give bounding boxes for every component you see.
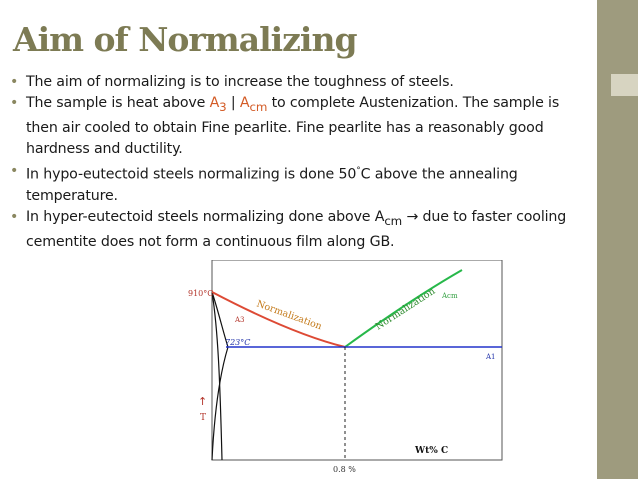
bullet-3: In hypo-eutectoid steels normalizing is … bbox=[10, 161, 595, 207]
temperature-arrow-icon: ↑ bbox=[198, 395, 207, 408]
bullet-1: The aim of normalizing is to increase th… bbox=[10, 72, 595, 93]
acm-subscript: cm bbox=[384, 213, 403, 228]
label-acm: Acm bbox=[441, 292, 458, 300]
label-a3: A3 bbox=[234, 316, 245, 324]
bullet-2-post: to complete Austenization. The sample is… bbox=[26, 95, 560, 158]
diagram-frame bbox=[211, 260, 503, 461]
slide-title: Aim of Normalizing bbox=[13, 20, 358, 59]
ferrite-boundary-inner bbox=[211, 291, 229, 461]
bullet-list: The aim of normalizing is to increase th… bbox=[10, 72, 595, 253]
bullet-2-pre: The sample is heat above bbox=[26, 95, 210, 112]
bullet-2: The sample is heat above A3 | Acm to com… bbox=[10, 93, 595, 160]
acm-curve bbox=[344, 269, 463, 348]
label-wt-c: Wt% C bbox=[414, 446, 448, 456]
bullet-4-post: → due to faster cooling cementite does n… bbox=[26, 208, 567, 250]
label-normalization-left: Normalization bbox=[255, 298, 323, 332]
label-eutectoid-0-8: 0.8 % bbox=[333, 465, 356, 474]
label-normalization-right: Normalization bbox=[374, 286, 438, 333]
bullet-1-text: The aim of normalizing is to increase th… bbox=[26, 74, 454, 90]
right-decor-tab bbox=[611, 74, 638, 96]
label-910c: 910°C bbox=[188, 289, 213, 298]
bullet-4-pre: In hyper-eutectoid steels normalizing do… bbox=[26, 208, 385, 225]
label-723c: 723°C bbox=[225, 338, 250, 347]
right-decor-bar bbox=[597, 0, 638, 479]
phase-diagram: 910°C A3 723°C Acm A1 Normalization Norm… bbox=[188, 260, 503, 474]
bullet-3-post: C above the annealing temperature. bbox=[26, 166, 518, 204]
label-t-axis: T bbox=[200, 413, 206, 423]
a3-curve bbox=[211, 291, 346, 348]
label-a1: A1 bbox=[485, 353, 496, 361]
bullet-3-pre: In hypo-eutectoid steels normalizing is … bbox=[26, 166, 357, 183]
bullet-2-mid: | bbox=[226, 95, 240, 112]
a3-symbol: A3 bbox=[209, 95, 227, 115]
ferrite-boundary-outer bbox=[211, 291, 223, 461]
degree-symbol: ° bbox=[356, 165, 361, 176]
acm-symbol: Acm bbox=[239, 95, 268, 115]
bullet-4: In hyper-eutectoid steels normalizing do… bbox=[10, 207, 595, 253]
